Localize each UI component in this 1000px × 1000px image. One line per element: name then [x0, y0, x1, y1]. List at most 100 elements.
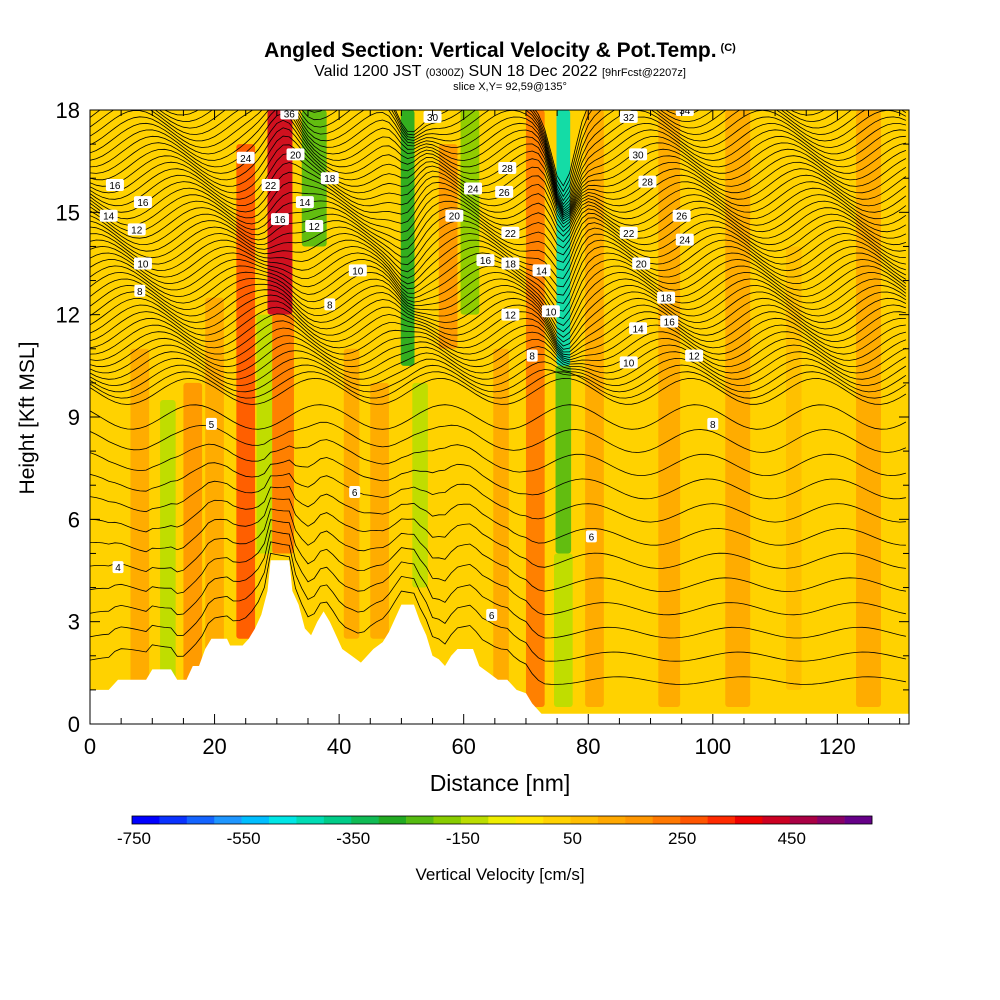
isotherm-line [90, 306, 906, 356]
isotherm-line [90, 213, 907, 263]
y-tick-label: 18 [56, 98, 80, 123]
velocity-band [412, 382, 428, 588]
isotherm-label-bg [619, 356, 638, 369]
colorbar-swatch [625, 816, 654, 824]
isotherm-label: 6 [589, 532, 595, 543]
velocity-band [493, 348, 509, 690]
isotherm-label: 18 [505, 260, 517, 271]
x-tick-label: 60 [451, 734, 475, 759]
forecast-info: [9hrFcst@2207z] [601, 67, 686, 79]
isotherm-line [90, 207, 907, 256]
isotherm-label-bg [501, 308, 520, 321]
isotherm-line [90, 239, 907, 296]
isotherm-label: 26 [676, 212, 688, 223]
isotherm-line [90, 265, 907, 326]
colorbar-swatch [543, 816, 571, 824]
isotherm-line [90, 181, 907, 237]
isotherm-label-bg [305, 219, 324, 232]
y-axis-label: Height [Kft MSL] [16, 342, 39, 495]
isotherm-label-bg [320, 172, 339, 185]
isotherm-label: 18 [324, 174, 336, 185]
colorbar-swatch [515, 816, 544, 824]
isotherm-line [90, 110, 907, 208]
isotherm-label-bg [105, 179, 124, 192]
valid-utc: (0300Z) [425, 67, 465, 79]
isotherm-line [90, 439, 907, 477]
isotherm-label: 24 [467, 184, 479, 195]
isotherm-label: 22 [623, 229, 635, 240]
isotherm-line [90, 200, 907, 249]
colorbar-tick-label: 50 [563, 829, 582, 848]
colorbar-swatch [652, 816, 681, 824]
colorbar-swatch [460, 816, 489, 824]
colorbar-swatch [378, 816, 407, 824]
colorbar-tick-label: -150 [446, 829, 480, 848]
isotherm-label: 36 [284, 109, 296, 120]
isotherm-label-bg [280, 110, 299, 120]
isotherm-label: 24 [240, 154, 252, 165]
velocity-band [438, 144, 458, 349]
isotherm-label: 26 [499, 188, 511, 199]
isotherm-label-bg [261, 179, 280, 192]
isotherm-label-bg [585, 530, 597, 543]
isotherm-line [90, 271, 907, 333]
isotherm-label: 16 [109, 181, 121, 192]
isotherm-label: 10 [623, 358, 635, 369]
valid-time: Valid 1200 JST (0300Z) SUN 18 Dec 2022 [… [0, 64, 1000, 81]
isotherm-line [90, 486, 906, 546]
isotherm-label-bg [629, 148, 648, 161]
colorbar: -750 -550 -350 -150 50 250 450 [117, 815, 873, 848]
isotherm-label: 8 [529, 352, 535, 363]
colorbar-swatch [570, 816, 599, 824]
valid-date: SUN 18 Dec 2022 [468, 63, 598, 80]
isotherm-label: 10 [352, 266, 364, 277]
isotherm-label-bg [236, 151, 255, 164]
colorbar-tick-label: -350 [336, 829, 370, 848]
isotherm-label-bg [532, 264, 551, 277]
isotherm-line [90, 519, 906, 616]
colorbar-swatch [406, 816, 434, 824]
y-tick-label: 0 [68, 712, 80, 737]
isotherm-label: 12 [131, 225, 143, 236]
isotherm-label-bg [133, 257, 152, 270]
colorbar-swatch [488, 816, 517, 824]
isotherm-label-bg [619, 226, 638, 239]
velocity-band [555, 365, 572, 554]
isotherm-label-bg [629, 322, 648, 335]
colorbar-swatch [817, 816, 845, 824]
velocity-band [205, 297, 224, 656]
isotherm-label-bg [619, 110, 638, 123]
isotherm-label-bg [127, 223, 146, 236]
isotherm-label: 10 [137, 260, 149, 271]
isotherm-label-bg [526, 349, 538, 362]
isotherm-line [90, 110, 907, 205]
isotherm-label: 34 [679, 106, 691, 117]
isotherm-line [90, 283, 907, 343]
isotherm-line [90, 258, 907, 320]
isotherm-label-bg [133, 196, 152, 209]
isotherm-line [90, 371, 907, 399]
slice-info: slice X,Y= 92,59@135° [453, 81, 567, 93]
isotherm-label: 14 [103, 212, 115, 223]
isotherm-label: 6 [489, 611, 495, 622]
colorbar-swatch [159, 816, 188, 824]
isotherm-label-bg [486, 608, 498, 621]
isotherm-label-bg [707, 417, 719, 430]
isotherm-label: 28 [502, 164, 514, 175]
isotherm-label: 20 [449, 212, 461, 223]
velocity-band [585, 110, 604, 707]
isotherm-line [90, 335, 907, 368]
isotherm-label: 28 [642, 178, 654, 189]
isotherm-label-bg [445, 209, 464, 222]
colorbar-swatch [734, 816, 763, 824]
plot-area: 4 5 6 6 6 8 8 8 8 10 10 10 10 12 12 12 12 14 14 14 14 16 16 16 1… [90, 106, 909, 724]
isotherm-label: 8 [137, 287, 143, 298]
isotherm-label: 22 [505, 229, 517, 240]
isotherm-line [90, 473, 906, 523]
isotherm-label: 14 [633, 324, 645, 335]
colorbar-swatch [707, 816, 736, 824]
isotherm-label-bg [134, 284, 146, 297]
terrain-mask [90, 560, 909, 724]
colorbar-tick-label: 250 [668, 829, 696, 848]
velocity-band [370, 382, 389, 639]
